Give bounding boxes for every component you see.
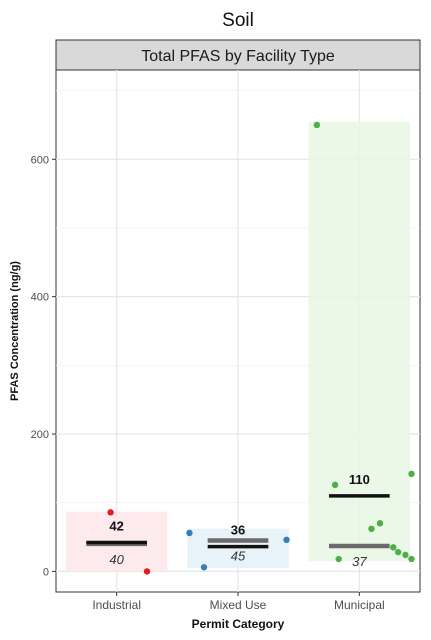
x-tick-label: Municipal: [334, 598, 385, 612]
data-point: [408, 555, 415, 563]
x-tick-label: Mixed Use: [210, 598, 267, 612]
median-label: 45: [231, 548, 246, 563]
data-point: [200, 564, 208, 571]
data-point: [331, 481, 339, 489]
data-point: [368, 525, 375, 533]
y-tick-label: 600: [31, 154, 49, 166]
chart-title: Soil: [222, 10, 254, 31]
mean-label: 110: [349, 472, 370, 487]
mean-label: 36: [231, 523, 245, 538]
x-axis-title: Permit Category: [192, 617, 285, 631]
data-point: [186, 529, 193, 537]
axis-layer: 0 200 400 600 Industrial Mixed Use Municipal: [31, 154, 385, 612]
data-point: [335, 555, 342, 563]
band-layer: [66, 121, 410, 572]
mean-label: 42: [109, 519, 123, 534]
summary-layer: [86, 494, 390, 549]
facet-strip: [55, 39, 421, 71]
y-axis-title: PFAS Concentration (ng/g): [9, 261, 21, 401]
label-layer: 42 40 36 45 110 37: [109, 472, 369, 569]
data-point: [283, 536, 290, 543]
x-tick-label: Industrial: [92, 598, 141, 612]
data-point: [107, 509, 114, 516]
y-tick-label: 200: [31, 429, 49, 441]
data-point: [394, 548, 402, 556]
data-point: [313, 121, 321, 129]
data-point: [143, 568, 151, 575]
median-label: 40: [109, 552, 124, 567]
data-point: [376, 520, 384, 527]
data-point: [402, 551, 409, 559]
y-tick-label: 0: [43, 566, 49, 578]
median-label: 37: [352, 554, 367, 569]
point-layer: [107, 121, 415, 575]
data-point: [408, 470, 415, 478]
data-point: [390, 544, 397, 551]
y-tick-label: 400: [31, 292, 49, 304]
facet-label: Total PFAS by Facility Type: [141, 48, 335, 65]
range-band-municipal: [308, 121, 410, 562]
